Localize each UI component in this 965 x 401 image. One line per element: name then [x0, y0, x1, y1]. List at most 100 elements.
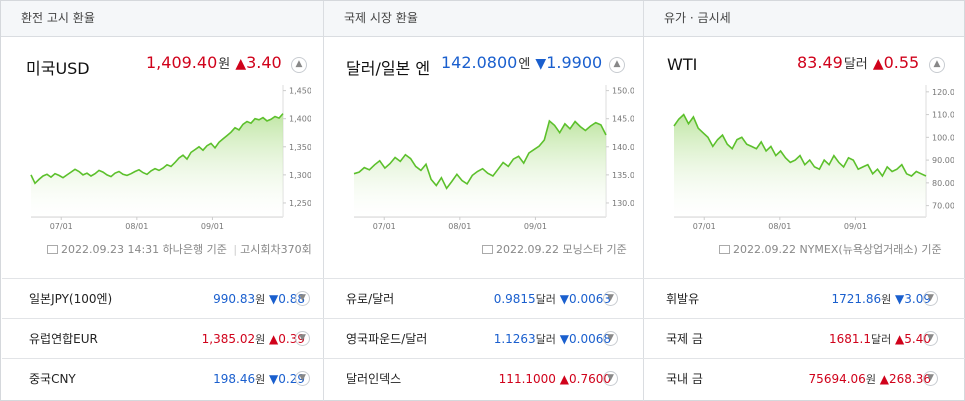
source-text: 2022.09.22 NYMEX(뉴욕상업거래소) 기준 — [733, 243, 942, 256]
unit: 원 — [255, 333, 266, 346]
panel-usd: 미국USD 1,409.40원 ▲3.40 ▲ 1,450 1,400 1,350 1… — [1, 37, 323, 277]
y-tick-label: 70.00 — [932, 202, 954, 211]
y-tick-label: 120.00 — [932, 88, 954, 97]
chevron-down-icon[interactable]: ▼ — [295, 371, 310, 386]
change: 268.36 — [889, 372, 931, 386]
price-value: 142.0800 — [441, 53, 518, 72]
value: 0.9815 — [493, 292, 536, 306]
chevron-down-icon[interactable]: ▼ — [923, 331, 938, 346]
unit: 달러 — [535, 293, 556, 306]
chevron-down-icon[interactable]: ▼ — [603, 291, 618, 306]
price-unit: 원 — [218, 57, 231, 72]
price-change: 0.55 — [883, 53, 920, 72]
price-unit: 엔 — [518, 57, 531, 72]
chevron-up-icon[interactable]: ▲ — [929, 57, 945, 73]
chevron-down-icon[interactable]: ▼ — [923, 371, 938, 386]
chevron-down-icon[interactable]: ▼ — [923, 291, 938, 306]
item-name: 국내 금 — [666, 372, 703, 386]
item-value: 111.1000 ▲0.7600 — [499, 359, 611, 400]
source-line: 2022.09.22 모닝스타 기준 — [482, 241, 627, 257]
column-divider — [323, 1, 324, 401]
list-item[interactable]: 영국파운드/달러 1.1263달러 ▼0.0068 ▼ — [324, 319, 644, 359]
list-item[interactable]: 휘발유 1721.86원 ▼3.09 ▼ — [644, 279, 964, 319]
change: 0.0068 — [569, 332, 611, 346]
list-item[interactable]: 유로/달러 0.9815달러 ▼0.0063 ▼ — [324, 279, 644, 319]
price-value: 1,409.40 — [146, 53, 218, 72]
x-tick-label: 09/01 — [844, 222, 867, 231]
up-arrow-icon: ▲ — [235, 56, 247, 72]
value: 990.83 — [213, 292, 256, 306]
x-tick-label: 08/01 — [448, 222, 471, 231]
series-line — [30, 113, 284, 185]
x-tick-label: 08/01 — [125, 222, 148, 231]
list-item[interactable]: 국내 금 75694.06원 ▲268.36 ▼ — [644, 359, 964, 399]
panel-price: 142.0800엔 ▼1.9900 — [441, 53, 602, 72]
item-value: 1681.1달러 ▲5.40 — [829, 319, 931, 360]
price-unit: 달러 — [843, 57, 868, 72]
value: 1681.1 — [828, 332, 871, 346]
header-exchange[interactable]: 환전 고시 환율 — [21, 11, 95, 25]
price-change: 3.40 — [246, 53, 282, 72]
series-area — [354, 120, 606, 217]
source-text: 2022.09.22 모닝스타 기준 — [496, 243, 627, 256]
list-item[interactable]: 중국CNY 198.46원 ▼0.29 ▼ — [1, 359, 323, 399]
series-area — [31, 113, 283, 217]
list-item[interactable]: 국제 금 1681.1달러 ▲5.40 ▼ — [644, 319, 964, 359]
series-line — [353, 119, 607, 190]
chevron-up-icon[interactable]: ▲ — [609, 57, 625, 73]
chevron-down-icon[interactable]: ▼ — [603, 371, 618, 386]
value: 198.46 — [213, 372, 256, 386]
series-area — [674, 114, 926, 217]
panel-title[interactable]: WTI — [667, 55, 698, 74]
panel-wti: WTI 83.49달러 ▲0.55 ▲ 120.00 110.00 100.00 90… — [644, 37, 964, 277]
change: 0.7600 — [569, 372, 611, 386]
down-arrow-icon: ▼ — [559, 292, 569, 306]
panel-title[interactable]: 달러/일본 엔 — [346, 59, 431, 78]
chevron-down-icon[interactable]: ▼ — [295, 291, 310, 306]
wti-chart: 120.00 110.00 100.00 90.00 80.00 70.00 07/01 08… — [673, 85, 954, 231]
source-text: 2022.09.23 14:31 하나은행 기준 — [61, 243, 227, 256]
panel-price: 83.49달러 ▲0.55 — [797, 53, 919, 72]
y-tick-label: 100.00 — [932, 133, 954, 142]
unit: 원 — [865, 373, 876, 386]
panel-title[interactable]: 미국USD — [26, 59, 90, 78]
value: 75694.06 — [808, 372, 866, 386]
header-oil-gold[interactable]: 유가 · 금시세 — [643, 1, 964, 36]
down-arrow-icon: ▼ — [895, 292, 905, 306]
divider — [2, 278, 965, 279]
value: 1.1263 — [493, 332, 536, 346]
item-value: 990.83원 ▼0.88 — [213, 279, 305, 320]
y-tick-label: 1,250 — [289, 199, 311, 208]
calendar-icon — [719, 245, 730, 254]
y-tick-label: 130.00 — [612, 199, 634, 208]
source-line: 2022.09.23 14:31 하나은행 기준 | 고시회차370회 — [47, 241, 312, 257]
down-arrow-icon: ▼ — [269, 372, 279, 386]
item-name: 유로/달러 — [346, 292, 395, 306]
x-tick-label: 09/01 — [524, 222, 547, 231]
y-tick-label: 1,400 — [289, 115, 311, 124]
list-item[interactable]: 유럽연합EUR 1,385.02원 ▲0.39 ▼ — [1, 319, 323, 359]
chevron-down-icon[interactable]: ▼ — [295, 331, 310, 346]
series-line — [673, 113, 927, 178]
down-arrow-icon: ▼ — [535, 56, 547, 72]
item-name: 휘발유 — [666, 292, 700, 306]
up-arrow-icon: ▲ — [895, 332, 905, 346]
list-item[interactable]: 일본JPY(100엔) 990.83원 ▼0.88 ▼ — [1, 279, 323, 319]
unit: 원 — [881, 293, 892, 306]
chevron-up-icon[interactable]: ▲ — [291, 57, 307, 73]
divider: | — [233, 243, 238, 256]
item-value: 1.1263달러 ▼0.0068 — [494, 319, 611, 360]
y-tick-label: 110.00 — [932, 111, 954, 120]
column-divider — [643, 1, 644, 401]
chevron-down-icon[interactable]: ▼ — [603, 331, 618, 346]
source-line: 2022.09.22 NYMEX(뉴욕상업거래소) 기준 — [719, 241, 942, 257]
item-value: 0.9815달러 ▼0.0063 — [494, 279, 611, 320]
divider — [2, 318, 965, 319]
x-tick-label: 08/01 — [768, 222, 791, 231]
header-intl-market[interactable]: 국제 시장 환율 — [323, 1, 643, 36]
list-item[interactable]: 달러인덱스 111.1000 ▲0.7600 ▼ — [324, 359, 644, 399]
price-change: 1.9900 — [546, 53, 603, 72]
y-tick-label: 90.00 — [932, 156, 954, 165]
x-tick-label: 07/01 — [693, 222, 716, 231]
y-tick-label: 145.00 — [612, 115, 634, 124]
